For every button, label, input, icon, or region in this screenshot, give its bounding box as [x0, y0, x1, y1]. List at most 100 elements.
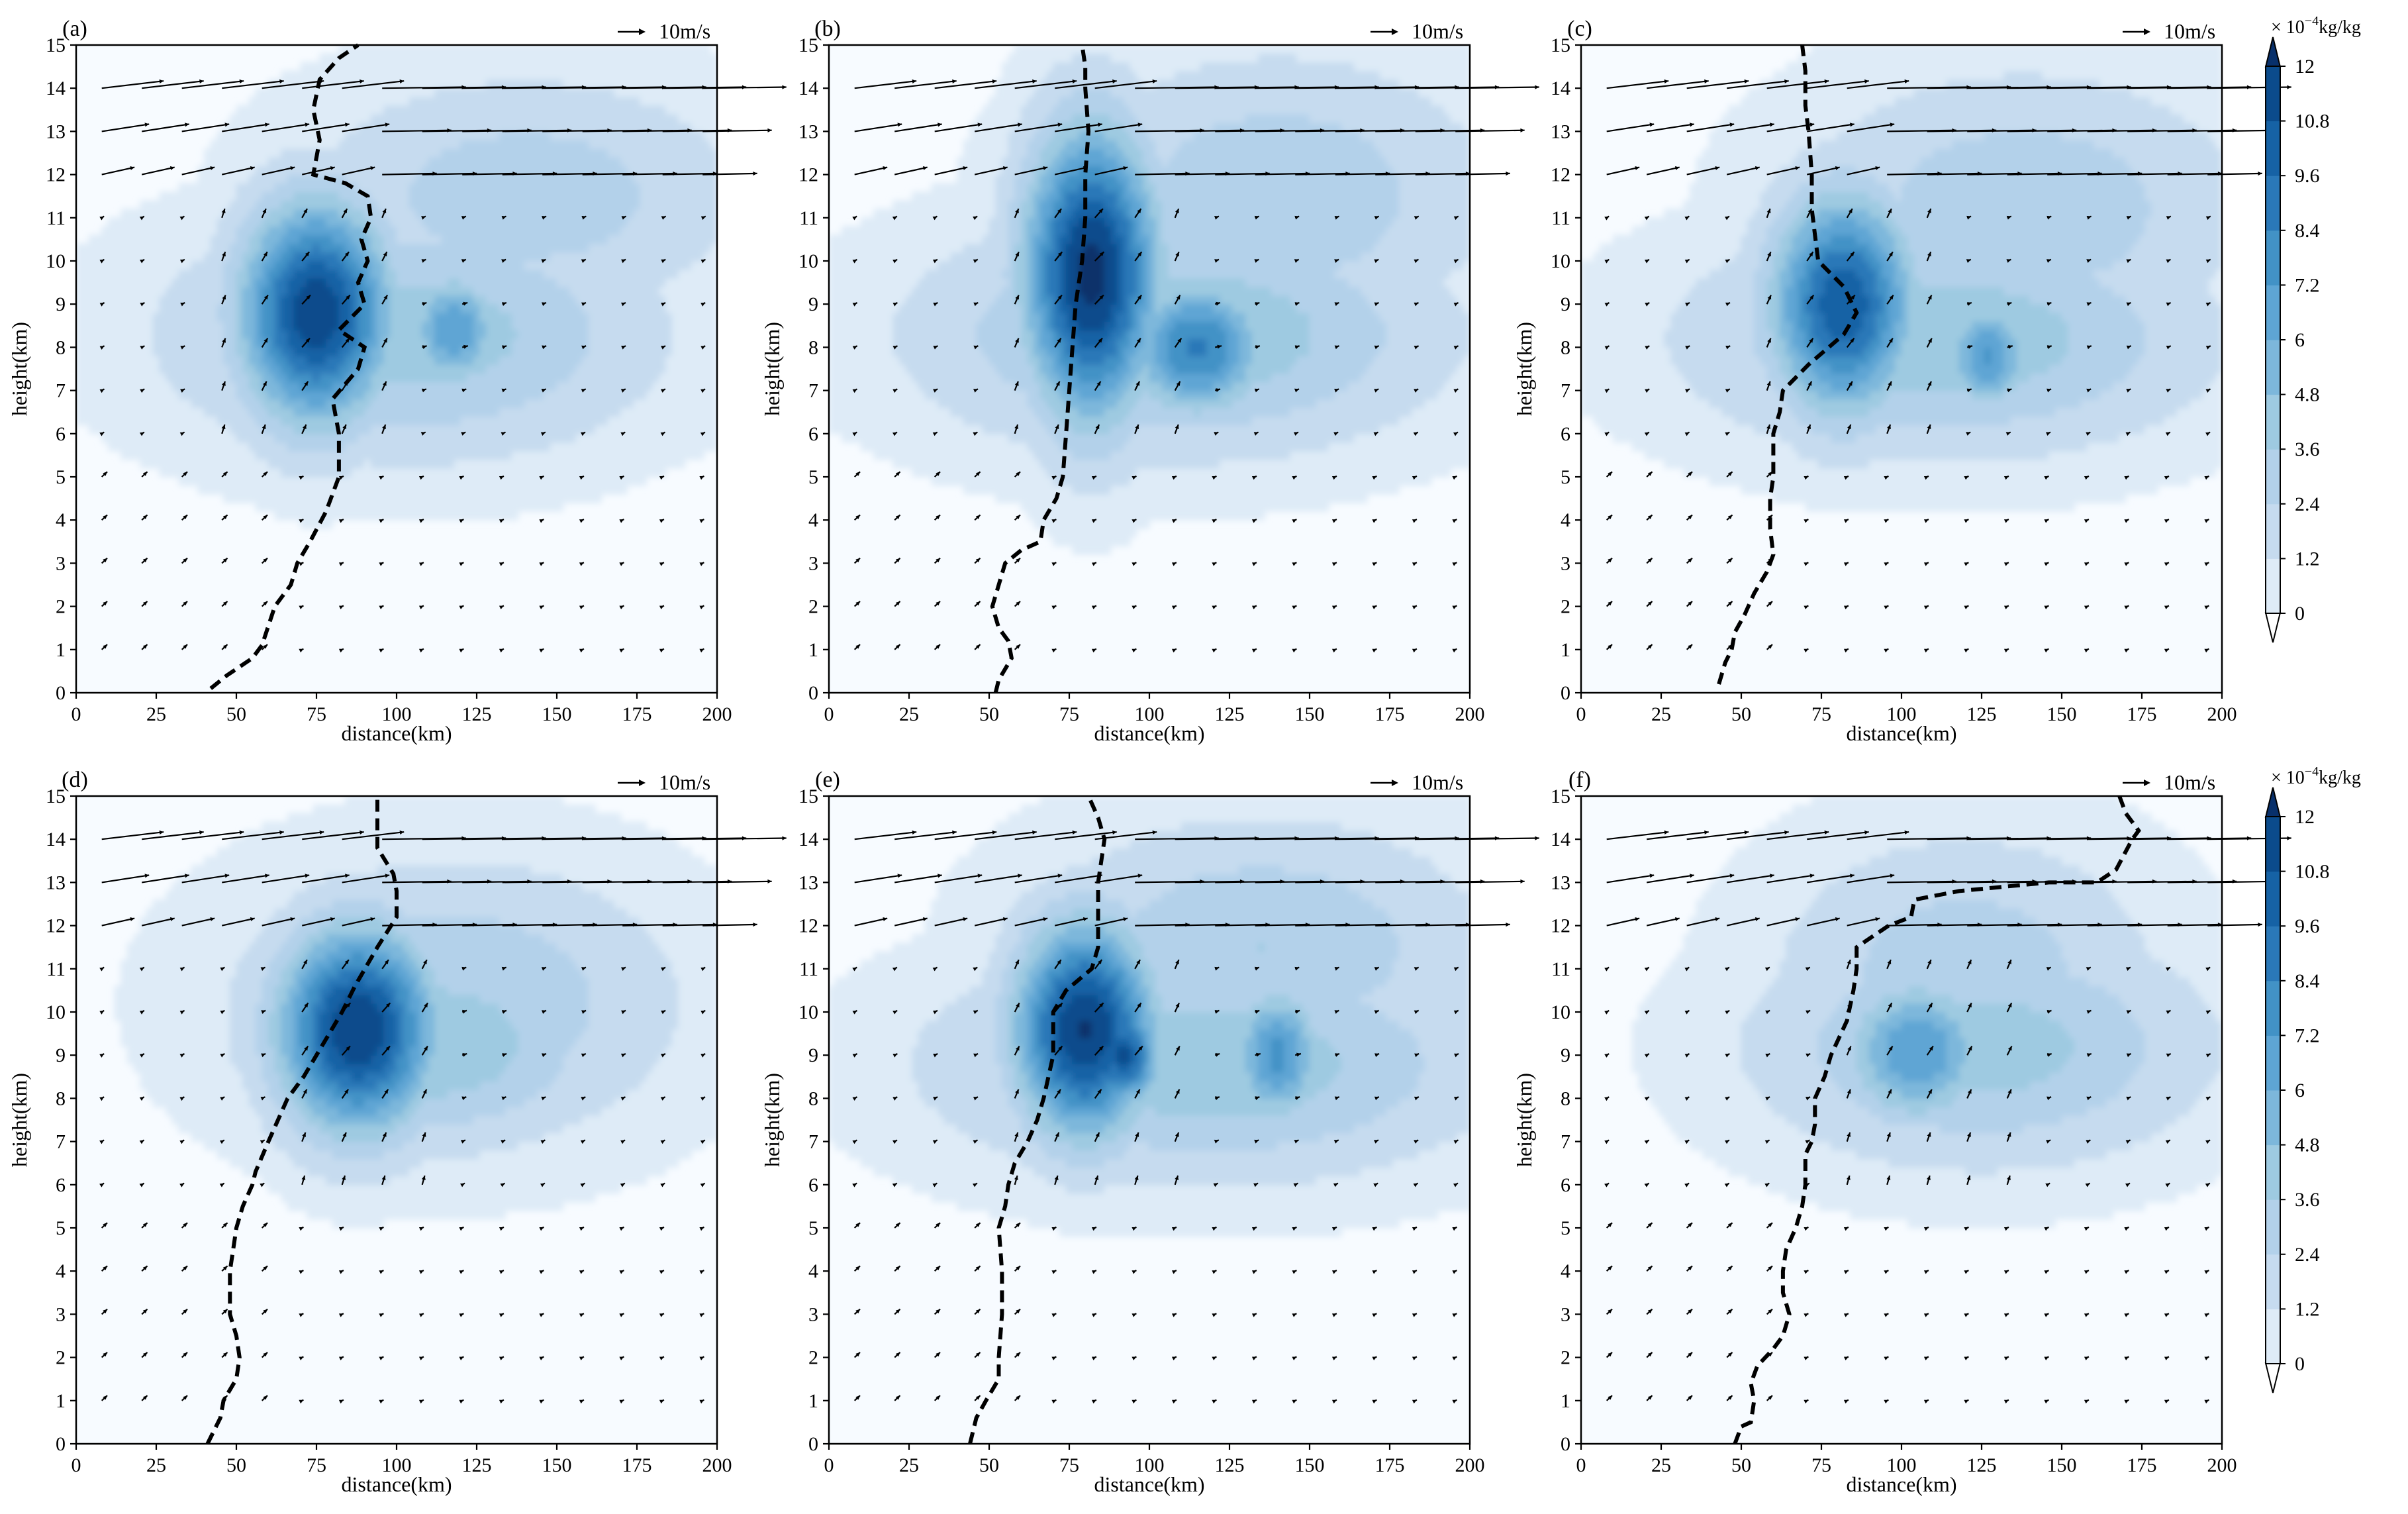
contour-cell — [601, 96, 608, 106]
contour-cell — [351, 183, 359, 193]
contour-cell — [370, 373, 378, 382]
contour-cell — [409, 45, 416, 54]
contour-cell — [307, 485, 314, 495]
contour-cell — [364, 130, 371, 140]
contour-cell — [569, 485, 577, 495]
contour-cell — [640, 312, 647, 322]
contour-cell — [588, 234, 596, 244]
contour-cell — [563, 148, 570, 158]
contour-cell — [492, 62, 500, 72]
contour-cell — [447, 485, 455, 495]
contour-cell — [556, 122, 564, 132]
contour-cell — [524, 53, 532, 63]
wind-vector-head — [305, 338, 310, 343]
contour-cell — [434, 312, 442, 322]
contour-cell — [338, 493, 346, 503]
contour-cell — [550, 355, 557, 365]
contour-cell — [499, 390, 506, 400]
contour-cell — [422, 130, 429, 140]
contour-cell — [364, 381, 371, 391]
contour-cell — [710, 243, 717, 253]
contour-cell — [76, 243, 83, 253]
contour-cell — [678, 442, 686, 452]
contour-cell — [665, 425, 673, 434]
contour-cell — [319, 157, 326, 166]
contour-cell — [152, 278, 160, 287]
contour-cell — [646, 87, 653, 97]
wind-vector-head — [421, 388, 426, 393]
wind-vector-head — [379, 519, 384, 523]
contour-cell — [377, 70, 385, 80]
contour-cell — [396, 433, 404, 443]
contour-cell — [428, 269, 436, 279]
contour-cell — [652, 130, 660, 140]
contour-cell — [467, 278, 474, 287]
contour-cell — [704, 157, 711, 166]
contour-cell — [588, 130, 596, 140]
wind-vector-head — [263, 644, 267, 649]
contour-cell — [569, 329, 577, 339]
contour-cell — [293, 200, 301, 210]
contour-cell — [678, 53, 686, 63]
contour-cell — [229, 260, 237, 270]
contour-cell — [389, 295, 397, 305]
contour-cell — [441, 70, 448, 80]
contour-cell — [704, 338, 711, 348]
contour-cell — [274, 87, 282, 97]
contour-cell — [236, 381, 244, 391]
contour-cell — [671, 269, 679, 279]
contour-cell — [415, 234, 423, 244]
contour-cell — [383, 338, 391, 348]
contour-cell — [370, 139, 378, 149]
contour-cell — [454, 217, 461, 227]
contour-cell — [434, 174, 442, 184]
contour-cell — [473, 459, 481, 469]
contour-cell — [685, 130, 692, 140]
contour-cell — [197, 209, 205, 219]
contour-cell — [691, 113, 698, 123]
contour-cell — [486, 346, 493, 356]
contour-cell — [319, 260, 326, 270]
contour-cell — [377, 407, 385, 417]
contour-cell — [274, 130, 282, 140]
contour-cell — [460, 355, 467, 365]
contour-cell — [332, 243, 340, 253]
contour-cell — [710, 53, 717, 63]
contour-cell — [659, 425, 667, 434]
contour-cell — [550, 485, 557, 495]
contour-cell — [595, 450, 602, 460]
contour-cell — [403, 62, 410, 72]
contour-cell — [671, 62, 679, 72]
contour-cell — [537, 485, 545, 495]
contour-cell — [383, 355, 391, 365]
contour-cell — [82, 338, 89, 348]
contour-cell — [274, 416, 282, 426]
contour-cell — [409, 468, 416, 478]
contour-cell — [659, 390, 667, 400]
contour-cell — [178, 217, 186, 227]
contour-cell — [627, 45, 634, 54]
contour-cell — [505, 122, 512, 132]
contour-cell — [293, 321, 301, 330]
contour-cell — [537, 70, 545, 80]
contour-cell — [171, 243, 179, 253]
contour-cell — [537, 269, 545, 279]
contour-cell — [486, 209, 493, 219]
contour-cell — [345, 493, 352, 503]
contour-cell — [383, 425, 391, 434]
contour-cell — [267, 303, 275, 313]
contour-cell — [665, 96, 673, 106]
contour-cell — [697, 321, 705, 330]
contour-cell — [697, 157, 705, 166]
contour-cell — [441, 502, 448, 512]
contour-cell — [351, 390, 359, 400]
contour-cell — [358, 381, 365, 391]
contour-cell — [556, 364, 564, 374]
contour-cell — [646, 191, 653, 201]
contour-cell — [114, 355, 122, 365]
contour-cell — [486, 87, 493, 97]
contour-cell — [671, 148, 679, 158]
contour-cell — [101, 355, 109, 365]
contour-cell — [140, 312, 147, 322]
contour-cell — [191, 183, 199, 193]
